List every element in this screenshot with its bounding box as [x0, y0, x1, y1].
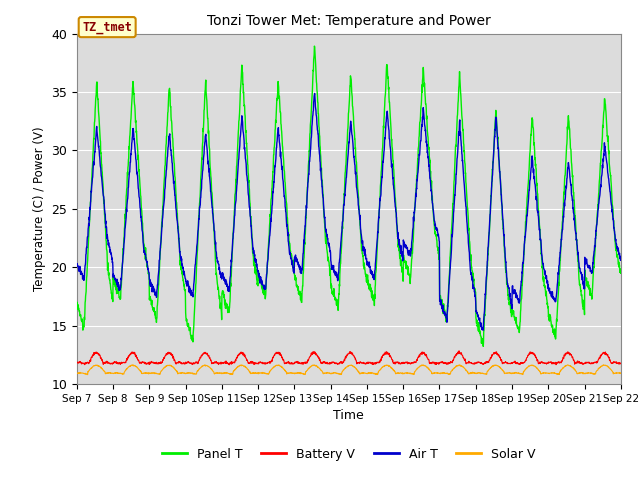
- Legend: Panel T, Battery V, Air T, Solar V: Panel T, Battery V, Air T, Solar V: [157, 443, 541, 466]
- X-axis label: Time: Time: [333, 409, 364, 422]
- Y-axis label: Temperature (C) / Power (V): Temperature (C) / Power (V): [33, 127, 45, 291]
- Title: Tonzi Tower Met: Temperature and Power: Tonzi Tower Met: Temperature and Power: [207, 14, 491, 28]
- Text: TZ_tmet: TZ_tmet: [82, 21, 132, 34]
